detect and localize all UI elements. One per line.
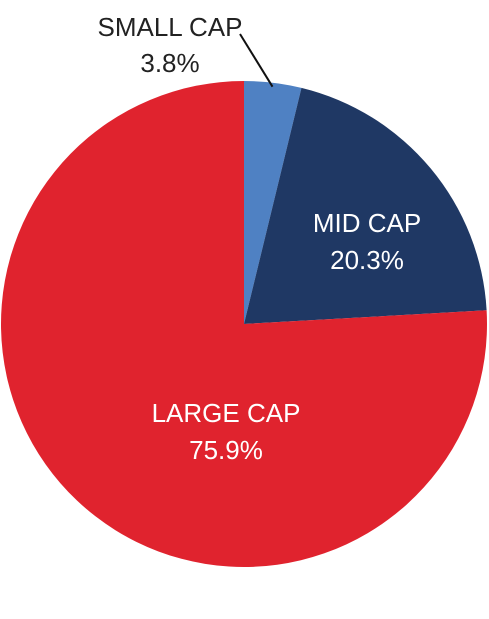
slice-label-large-cap-value: 75.9% bbox=[189, 435, 263, 465]
slice-label-mid-cap-value: 20.3% bbox=[330, 245, 404, 275]
small-cap-leader-line bbox=[239, 33, 274, 88]
pie-slices bbox=[0, 81, 487, 567]
slice-label-large-cap-name: LARGE CAP bbox=[152, 398, 301, 428]
pie-slice-large-cap bbox=[0, 81, 487, 567]
pie-slice-mid-cap bbox=[244, 87, 487, 324]
pie-labels: SMALL CAP 3.8% MID CAP 20.3% LARGE CAP 7… bbox=[98, 12, 422, 465]
slice-label-mid-cap-name: MID CAP bbox=[313, 208, 421, 238]
slice-label-small-cap-name: SMALL CAP bbox=[98, 12, 243, 42]
pie-slice-small-cap bbox=[244, 81, 302, 324]
slice-label-small-cap-value: 3.8% bbox=[140, 48, 199, 78]
